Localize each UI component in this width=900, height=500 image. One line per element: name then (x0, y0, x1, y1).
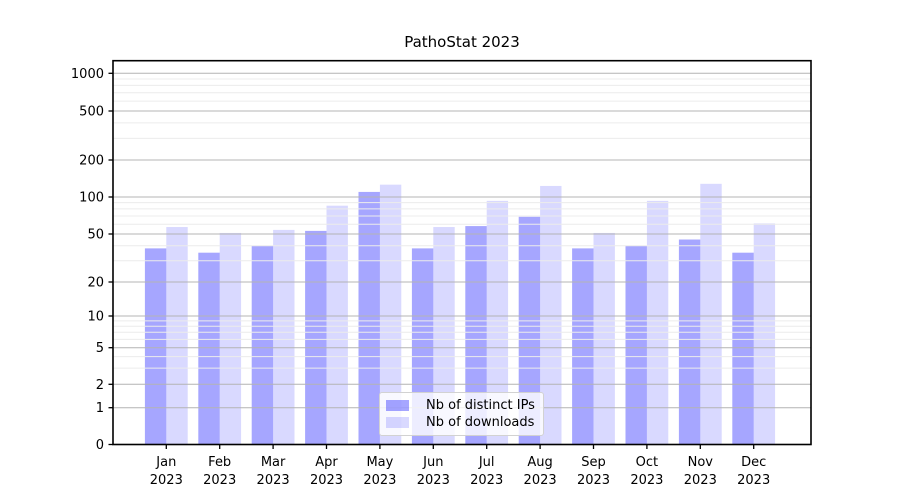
bar (251, 245, 274, 445)
bar (305, 230, 327, 445)
x-tick-label-year: 2023 (257, 473, 290, 488)
major-gridlines (113, 72, 811, 409)
y-tick-label: 1000 (71, 67, 104, 82)
bar (219, 232, 242, 445)
bar (198, 252, 220, 445)
x-tick-label-year: 2023 (150, 473, 183, 488)
legend-item-downloads: Nb of downloads (386, 414, 535, 431)
x-tick-label-year: 2023 (684, 473, 717, 488)
bar (486, 200, 509, 445)
x-tick-label-year: 2023 (203, 473, 236, 488)
y-axis: 0 1 2 5 10 20 50 100 200 500 1000 (71, 67, 113, 453)
x-tick-label-month: Apr (315, 455, 338, 470)
bar (700, 183, 722, 445)
y-tick-label: 100 (79, 191, 104, 206)
y-tick-label: 20 (87, 276, 104, 291)
y-tick-label: 200 (79, 154, 104, 169)
x-tick-label-month: Jun (422, 455, 443, 470)
bar (326, 205, 348, 445)
x-tick-label-month: Feb (208, 455, 231, 470)
bar (732, 252, 754, 445)
legend-label-downloads: Nb of downloads (426, 415, 535, 430)
bar (518, 216, 541, 445)
x-tick-label-year: 2023 (470, 473, 503, 488)
legend: Nb of distinct IPs Nb of downloads (379, 392, 544, 436)
y-tick-label: 50 (87, 228, 104, 243)
bar (358, 191, 380, 445)
legend-item-distinct-ips: Nb of distinct IPs (386, 397, 535, 414)
x-tick-label-month: May (366, 455, 393, 470)
x-tick-label-year: 2023 (310, 473, 343, 488)
x-axis: Jan 2023 Feb 2023 Mar 2023 Apr 2023 May 2023 Jun 20… (150, 444, 770, 488)
bar (166, 227, 188, 445)
x-tick-label-month: Dec (741, 455, 766, 470)
x-tick-label-month: Oct (636, 455, 658, 470)
bar (540, 185, 562, 445)
bar (379, 184, 402, 445)
legend-swatch-distinct-ips-icon (386, 400, 409, 411)
bar (572, 248, 594, 445)
x-tick-label-month: Jan (155, 455, 176, 470)
x-tick-label-year: 2023 (737, 473, 770, 488)
x-tick-label-year: 2023 (417, 473, 450, 488)
x-tick-label-year: 2023 (363, 473, 396, 488)
x-tick-label-year: 2023 (630, 473, 663, 488)
y-tick-label: 5 (96, 341, 104, 356)
minor-gridlines (113, 78, 811, 369)
bar (433, 227, 455, 445)
bars-distinct-ips (144, 191, 754, 445)
x-tick-label-year: 2023 (524, 473, 557, 488)
x-tick-label-month: Aug (527, 455, 552, 470)
legend-swatch-downloads-icon (386, 417, 409, 428)
x-tick-label-year: 2023 (577, 473, 610, 488)
bar (753, 223, 776, 445)
x-tick-label-month: Mar (261, 455, 286, 470)
bar (465, 226, 487, 445)
bar (273, 229, 295, 445)
bar (625, 245, 647, 445)
x-tick-label-month: Sep (581, 455, 606, 470)
bar (593, 232, 615, 445)
plot-frame (112, 59, 812, 446)
x-tick-label-month: Nov (688, 455, 714, 470)
bar (678, 239, 701, 445)
y-tick-label: 2 (96, 378, 104, 393)
bar (144, 248, 167, 445)
y-tick-label: 1 (96, 401, 104, 416)
legend-label-distinct-ips: Nb of distinct IPs (426, 398, 535, 413)
chart-title: PathoStat 2023 (404, 33, 520, 51)
bar (646, 200, 669, 445)
y-tick-label: 500 (79, 105, 104, 120)
x-tick-label-month: Jul (478, 455, 495, 470)
y-tick-label: 10 (87, 310, 104, 325)
y-tick-label: 0 (96, 438, 104, 453)
